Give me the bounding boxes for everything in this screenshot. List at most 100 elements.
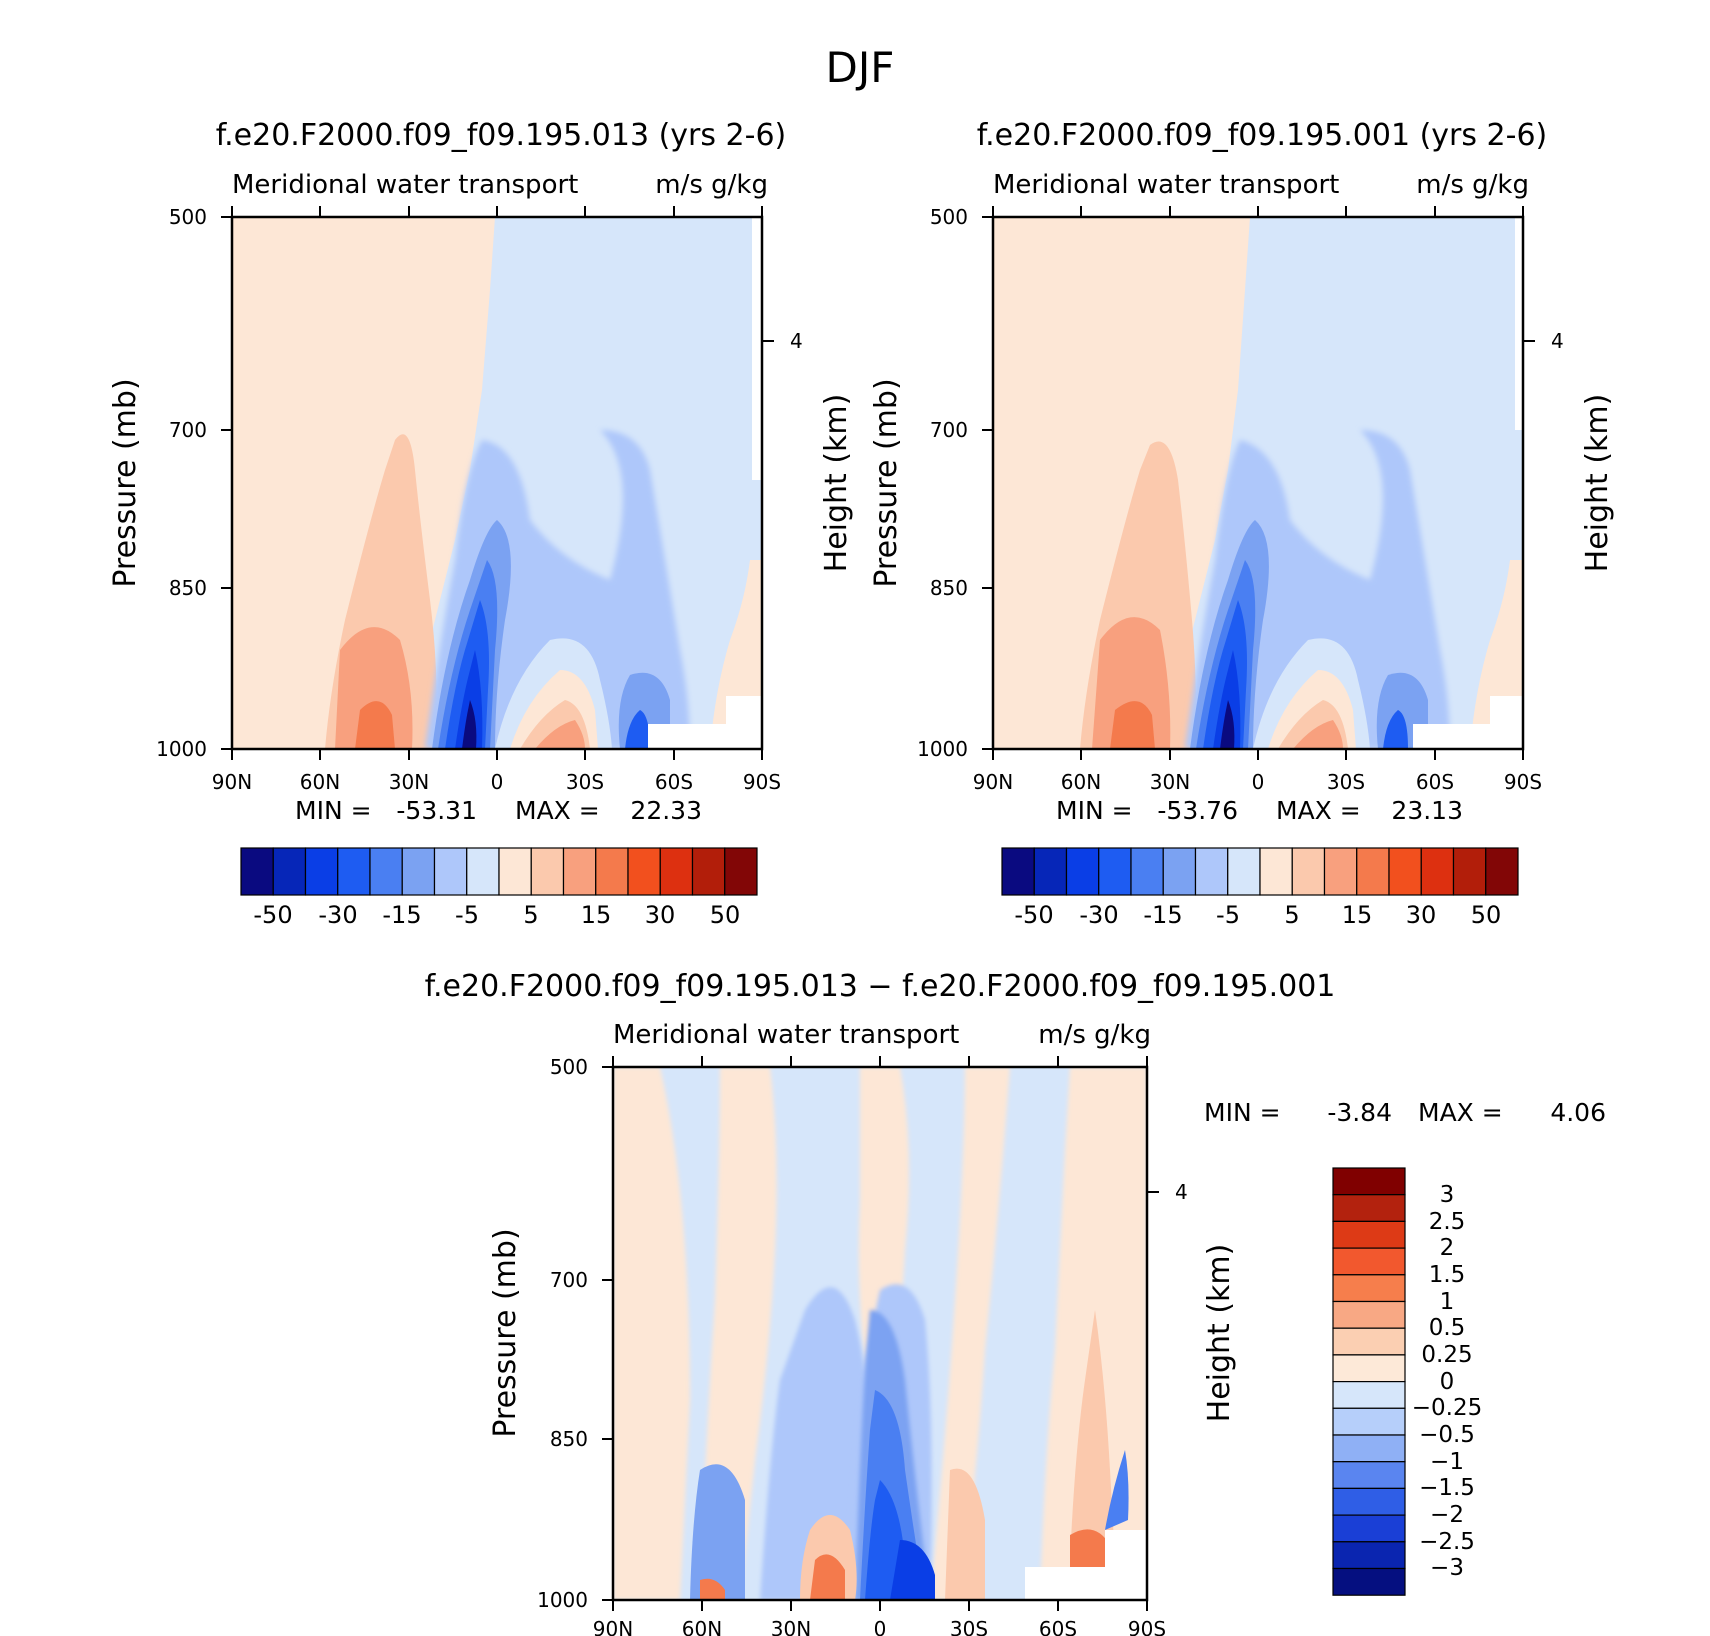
panel-1-ylabel-right: Height (km)	[819, 394, 854, 573]
panel-3-cbar-label: −1.5	[1419, 1475, 1475, 1501]
panel-3-xtick: 60N	[682, 1617, 722, 1636]
panel-1-min-value: -53.31	[396, 796, 477, 825]
panel-3-title: f.e20.F2000.f09_f09.195.013 − f.e20.F200…	[425, 969, 1336, 1004]
panel-1-colorbar-swatch	[401, 847, 436, 896]
panel-1-max-label: MAX =	[515, 796, 600, 825]
panel-3-colorbar-swatch	[1332, 1327, 1406, 1356]
panel-2-cbar-label: 50	[1471, 901, 1502, 929]
panel-1-colorbar	[240, 847, 758, 896]
panel-1-xtick: 30S	[566, 770, 604, 794]
panel-2-colorbar-swatch	[1194, 847, 1229, 896]
panel-1-max-value: 22.33	[630, 796, 702, 825]
panel-2-cbar-label: 15	[1342, 901, 1373, 929]
panel-2-max-label: MAX =	[1276, 796, 1361, 825]
panel-3-stats: MIN = -3.84 MAX = 4.06	[1204, 1098, 1606, 1127]
panel-3-colorbar-swatch	[1332, 1567, 1406, 1596]
panel-2-x-tick-labels: 90N 60N 30N 0 30S 60S 90S	[973, 770, 1542, 794]
panel-1-contours	[232, 217, 762, 749]
panel-3-colorbar-swatch	[1332, 1167, 1406, 1196]
panel-3-xtick: 60S	[1039, 1617, 1077, 1636]
panel-2-ytick: 700	[930, 418, 968, 442]
panel-2-colorbar-swatch	[1001, 847, 1035, 896]
panel-3-axis-ticks	[602, 1056, 1159, 1611]
panel-2-colorbar-swatch	[1259, 847, 1293, 896]
panel-1-colorbar-swatch	[691, 847, 726, 896]
panel-3-colorbar-swatch	[1332, 1194, 1406, 1222]
panel-2-colorbar-swatch	[1356, 847, 1390, 896]
panel-1-colorbar-swatch	[627, 847, 661, 896]
panel-3-cbar-label: 3	[1440, 1182, 1455, 1208]
panel-2-colorbar-swatch	[1485, 847, 1519, 896]
panel-1-colorbar-swatch	[466, 847, 500, 896]
panel-1-colorbar-labels: -50 -30 -15 -5 5 15 30 50	[253, 901, 740, 929]
panel-2-cbar-label: -50	[1014, 901, 1053, 929]
panel-1-xtick: 60N	[300, 770, 340, 794]
panel-2-contours	[993, 217, 1523, 749]
panel-3-xtick: 30N	[771, 1617, 811, 1636]
panel-2-min-label: MIN =	[1056, 796, 1133, 825]
panel-2-colorbar-swatch	[1227, 847, 1261, 896]
panel-3-xtick: 90S	[1128, 1617, 1166, 1636]
panel-3-cbar-label: 1.5	[1429, 1262, 1466, 1288]
panel-1-colorbar-swatch	[337, 847, 371, 896]
panel-2-colorbar-swatch	[1162, 847, 1197, 896]
panel-2-cbar-label: -15	[1143, 901, 1182, 929]
panel-1-ytick: 1000	[156, 737, 207, 761]
panel-3-xtick: 0	[874, 1617, 887, 1636]
panel-1-xtick: 90S	[743, 770, 781, 794]
panel-3-colorbar-swatch	[1332, 1407, 1406, 1436]
panel-2-cbar-label: 5	[1284, 901, 1299, 929]
panel-2-xtick: 30N	[1150, 770, 1190, 794]
panel-2-subtitle-left: Meridional water transport	[993, 170, 1339, 200]
panel-3-x-tick-labels: 90N 60N 30N 0 30S 60S 90S	[593, 1617, 1166, 1636]
panel-2-colorbar-swatch	[1130, 847, 1164, 896]
panel-1-title: f.e20.F2000.f09_f09.195.013 (yrs 2-6)	[216, 118, 786, 153]
panel-2-cbar-label: -5	[1216, 901, 1240, 929]
panel-3-min-value: -3.84	[1327, 1098, 1392, 1127]
panel-3-cbar-label: 0.5	[1429, 1315, 1466, 1341]
panel-2-y-tick-labels: 500 700 850 1000	[917, 205, 968, 761]
panel-3-cbar-label: −3	[1430, 1555, 1464, 1581]
panel-3-colorbar-swatch	[1332, 1300, 1406, 1329]
panel-3-max-label: MAX =	[1418, 1098, 1503, 1127]
panel-2-xtick: 60S	[1416, 770, 1454, 794]
panel-2: f.e20.F2000.f09_f09.195.001 (yrs 2-6) Me…	[869, 118, 1615, 929]
panel-1-subtitle-left: Meridional water transport	[232, 170, 578, 200]
page-title: DJF	[826, 43, 895, 92]
panel-1-colorbar-swatch	[498, 847, 532, 896]
panel-2-colorbar-swatch	[1323, 847, 1358, 896]
panel-3-y-tick-labels: 500 700 850 1000	[537, 1055, 588, 1612]
panel-2-colorbar	[1001, 847, 1519, 896]
panel-1-min-label: MIN =	[295, 796, 372, 825]
panel-1-cbar-label: -15	[382, 901, 421, 929]
panel-1-colorbar-swatch	[659, 847, 694, 896]
panel-2-axis-ticks	[982, 206, 1535, 760]
panel-2-cbar-label: -30	[1079, 901, 1118, 929]
panel-3-ytick: 700	[550, 1268, 588, 1292]
panel-1-cbar-label: -50	[253, 901, 292, 929]
panel-1-cbar-label: 50	[710, 901, 741, 929]
panel-2-cbar-label: 30	[1406, 901, 1437, 929]
panel-2-colorbar-swatch	[1291, 847, 1326, 896]
panel-2-colorbar-swatch	[1388, 847, 1422, 896]
panel-3-max-value: 4.06	[1550, 1098, 1606, 1127]
panel-3-ytick: 850	[550, 1427, 588, 1451]
panel-1-colorbar-swatch	[530, 847, 565, 896]
panel-2-xtick: 60N	[1061, 770, 1101, 794]
panel-3-xtick: 30S	[950, 1617, 988, 1636]
panel-1-xtick: 30N	[389, 770, 429, 794]
panel-3-colorbar-swatch	[1332, 1514, 1406, 1543]
panel-1-colorbar-swatch	[562, 847, 597, 896]
panel-2-ytick: 500	[930, 205, 968, 229]
panel-1-colorbar-swatch	[369, 847, 403, 896]
panel-3-cbar-label: −2	[1430, 1502, 1464, 1528]
panel-3-subtitle-right: m/s g/kg	[1038, 1020, 1151, 1050]
panel-2-ylabel: Pressure (mb)	[869, 378, 904, 587]
panel-3-subtitle-left: Meridional water transport	[613, 1020, 959, 1050]
panel-3-ytick: 500	[550, 1055, 588, 1079]
panel-3-cbar-label: −0.25	[1412, 1395, 1482, 1421]
panel-3: f.e20.F2000.f09_f09.195.013 − f.e20.F200…	[425, 969, 1606, 1636]
panel-2-colorbar-swatch	[1033, 847, 1068, 896]
panel-3-cbar-label: −0.5	[1419, 1422, 1475, 1448]
